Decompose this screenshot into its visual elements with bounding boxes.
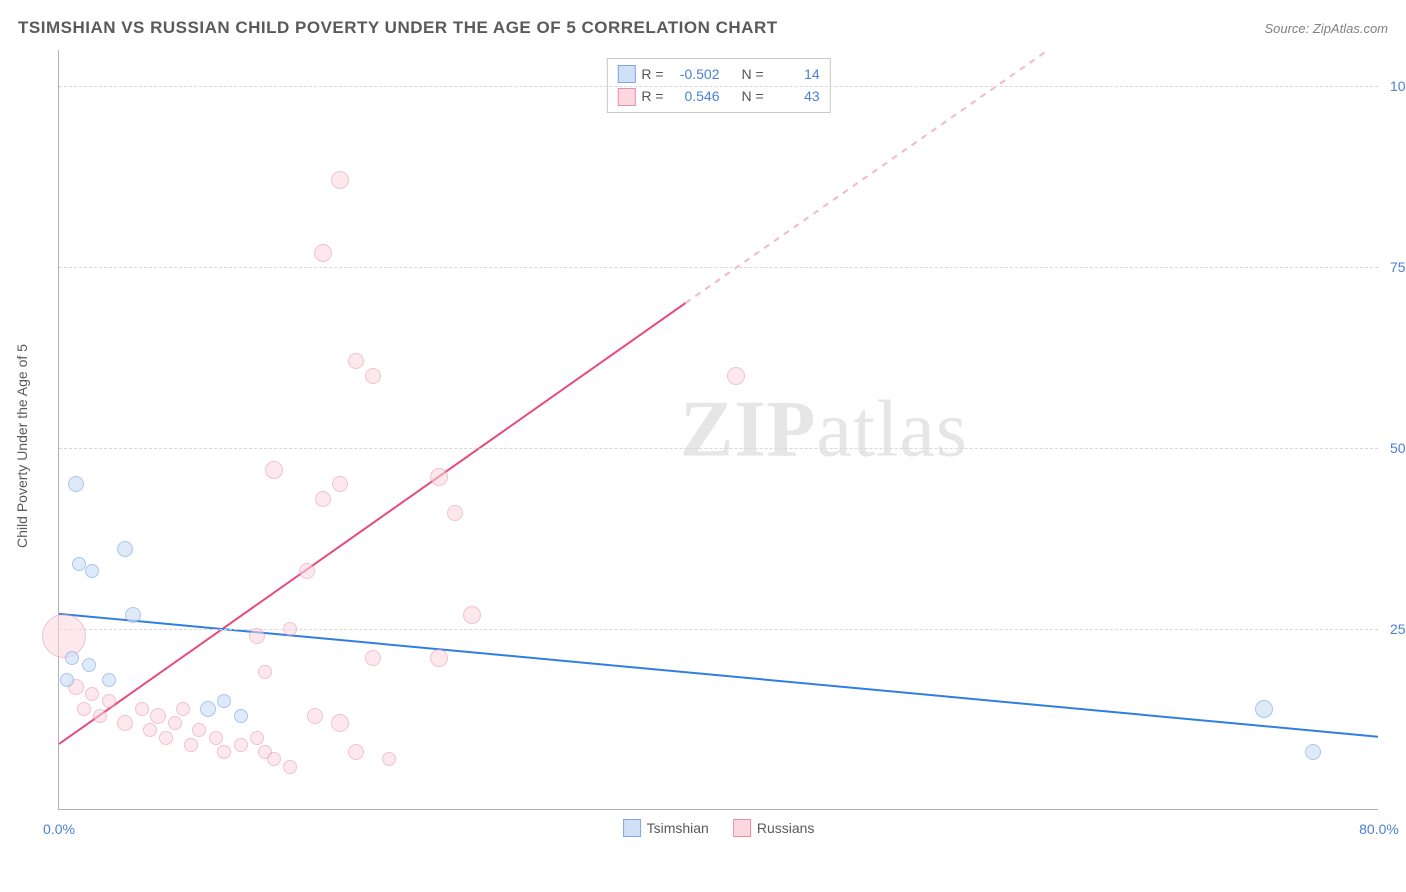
r-label-2: R =	[641, 85, 663, 107]
data-point	[68, 476, 84, 492]
trend-lines	[59, 50, 1378, 809]
data-point	[265, 461, 283, 479]
data-point	[283, 760, 297, 774]
data-point	[93, 709, 107, 723]
data-point	[65, 651, 79, 665]
series-legend: Tsimshian Russians	[623, 819, 815, 837]
data-point	[430, 468, 448, 486]
data-point	[283, 622, 297, 636]
data-point	[217, 694, 231, 708]
data-point	[102, 694, 116, 708]
data-point	[267, 752, 281, 766]
data-point	[447, 505, 463, 521]
swatch-russians-bottom	[733, 819, 751, 837]
data-point	[143, 723, 157, 737]
data-point	[102, 673, 116, 687]
data-point	[365, 368, 381, 384]
data-point	[85, 687, 99, 701]
data-point	[1305, 744, 1321, 760]
legend-label-tsimshian: Tsimshian	[647, 820, 709, 836]
data-point	[184, 738, 198, 752]
data-point	[192, 723, 206, 737]
data-point	[234, 709, 248, 723]
chart-title: TSIMSHIAN VS RUSSIAN CHILD POVERTY UNDER…	[18, 18, 778, 38]
data-point	[176, 702, 190, 716]
gridline-h	[59, 86, 1378, 87]
r-value-tsimshian: -0.502	[670, 63, 720, 85]
data-point	[117, 541, 133, 557]
y-axis-title: Child Poverty Under the Age of 5	[14, 344, 30, 548]
swatch-russians	[617, 88, 635, 106]
data-point	[117, 715, 133, 731]
data-point	[209, 731, 223, 745]
gridline-h	[59, 448, 1378, 449]
gridline-h	[59, 267, 1378, 268]
data-point	[150, 708, 166, 724]
data-point	[42, 614, 86, 658]
data-point	[82, 658, 96, 672]
data-point	[365, 650, 381, 666]
data-point	[217, 745, 231, 759]
source-label: Source: ZipAtlas.com	[1264, 21, 1388, 36]
data-point	[85, 564, 99, 578]
swatch-tsimshian	[617, 65, 635, 83]
data-point	[299, 563, 315, 579]
y-tick-label: 50.0%	[1382, 440, 1406, 456]
n-label-2: N =	[742, 85, 764, 107]
legend-label-russians: Russians	[757, 820, 815, 836]
data-point	[314, 244, 332, 262]
data-point	[258, 665, 272, 679]
swatch-tsimshian-bottom	[623, 819, 641, 837]
x-tick-label: 80.0%	[1359, 821, 1399, 837]
r-value-russians: 0.546	[670, 85, 720, 107]
data-point	[249, 628, 265, 644]
y-tick-label: 100.0%	[1382, 78, 1406, 94]
data-point	[234, 738, 248, 752]
data-point	[159, 731, 173, 745]
r-label: R =	[641, 63, 663, 85]
data-point	[332, 476, 348, 492]
n-value-russians: 43	[770, 85, 820, 107]
data-point	[727, 367, 745, 385]
data-point	[1255, 700, 1273, 718]
data-point	[382, 752, 396, 766]
data-point	[72, 557, 86, 571]
data-point	[331, 171, 349, 189]
y-tick-label: 25.0%	[1382, 621, 1406, 637]
correlation-row-russians: R = 0.546 N = 43	[617, 85, 819, 107]
n-value-tsimshian: 14	[770, 63, 820, 85]
data-point	[331, 714, 349, 732]
data-point	[77, 702, 91, 716]
data-point	[348, 744, 364, 760]
legend-item-tsimshian: Tsimshian	[623, 819, 709, 837]
x-tick-label: 0.0%	[43, 821, 75, 837]
data-point	[348, 353, 364, 369]
data-point	[200, 701, 216, 717]
data-point	[463, 606, 481, 624]
legend-item-russians: Russians	[733, 819, 815, 837]
data-point	[135, 702, 149, 716]
data-point	[250, 731, 264, 745]
data-point	[168, 716, 182, 730]
data-point	[307, 708, 323, 724]
plot-area: ZIPatlas R = -0.502 N = 14 R = 0.546 N =…	[58, 50, 1378, 810]
n-label: N =	[742, 63, 764, 85]
data-point	[125, 607, 141, 623]
data-point	[60, 673, 74, 687]
data-point	[430, 649, 448, 667]
correlation-row-tsimshian: R = -0.502 N = 14	[617, 63, 819, 85]
watermark: ZIPatlas	[680, 384, 968, 475]
y-tick-label: 75.0%	[1382, 259, 1406, 275]
data-point	[315, 491, 331, 507]
